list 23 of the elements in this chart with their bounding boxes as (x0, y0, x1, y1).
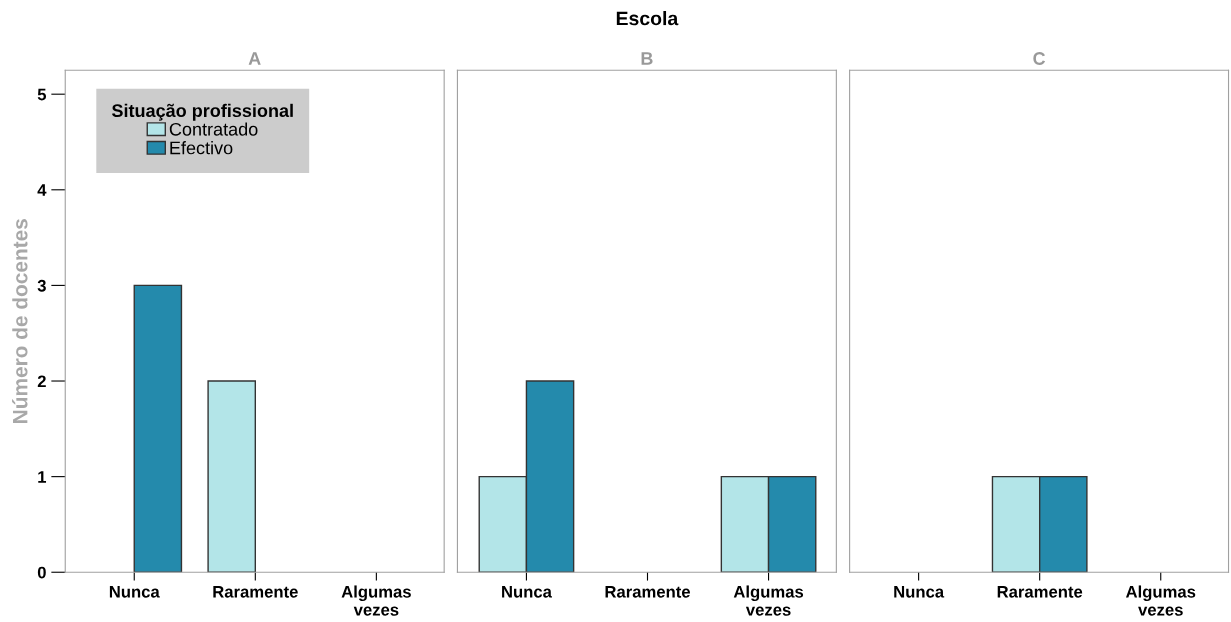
x-tick-label: Raramente (213, 586, 298, 598)
x-tick-label: Nunca (109, 586, 160, 598)
y-tick-label: 2 (37, 375, 46, 388)
x-tick-label: Raramente (997, 586, 1083, 598)
y-tick-label: 3 (37, 279, 46, 292)
y-axis-title: Número de docentes (12, 219, 28, 423)
x-tick-label: Algumas vezes (341, 585, 411, 616)
y-tick-label: 5 (37, 88, 47, 101)
legend-label: Efectivo (170, 141, 233, 155)
legend-title: Situação profissional (111, 103, 293, 121)
chart-subtitle: A (248, 52, 261, 65)
chart-title: Escola (616, 11, 679, 26)
chart-subtitle: C (1033, 52, 1046, 65)
x-tick-label: Algumas vezes (1125, 585, 1196, 616)
y-tick-label: 0 (37, 566, 46, 579)
x-tick-label: Raramente (605, 586, 690, 598)
legend-label: Contratado (169, 122, 258, 136)
x-tick-label: Nunca (502, 586, 553, 598)
chart-subtitle: B (641, 52, 653, 65)
x-tick-label: Algumas vezes (733, 585, 804, 616)
y-tick-label: 4 (37, 184, 47, 196)
y-tick-label: 1 (38, 471, 47, 483)
x-tick-label: Nunca (894, 586, 945, 598)
